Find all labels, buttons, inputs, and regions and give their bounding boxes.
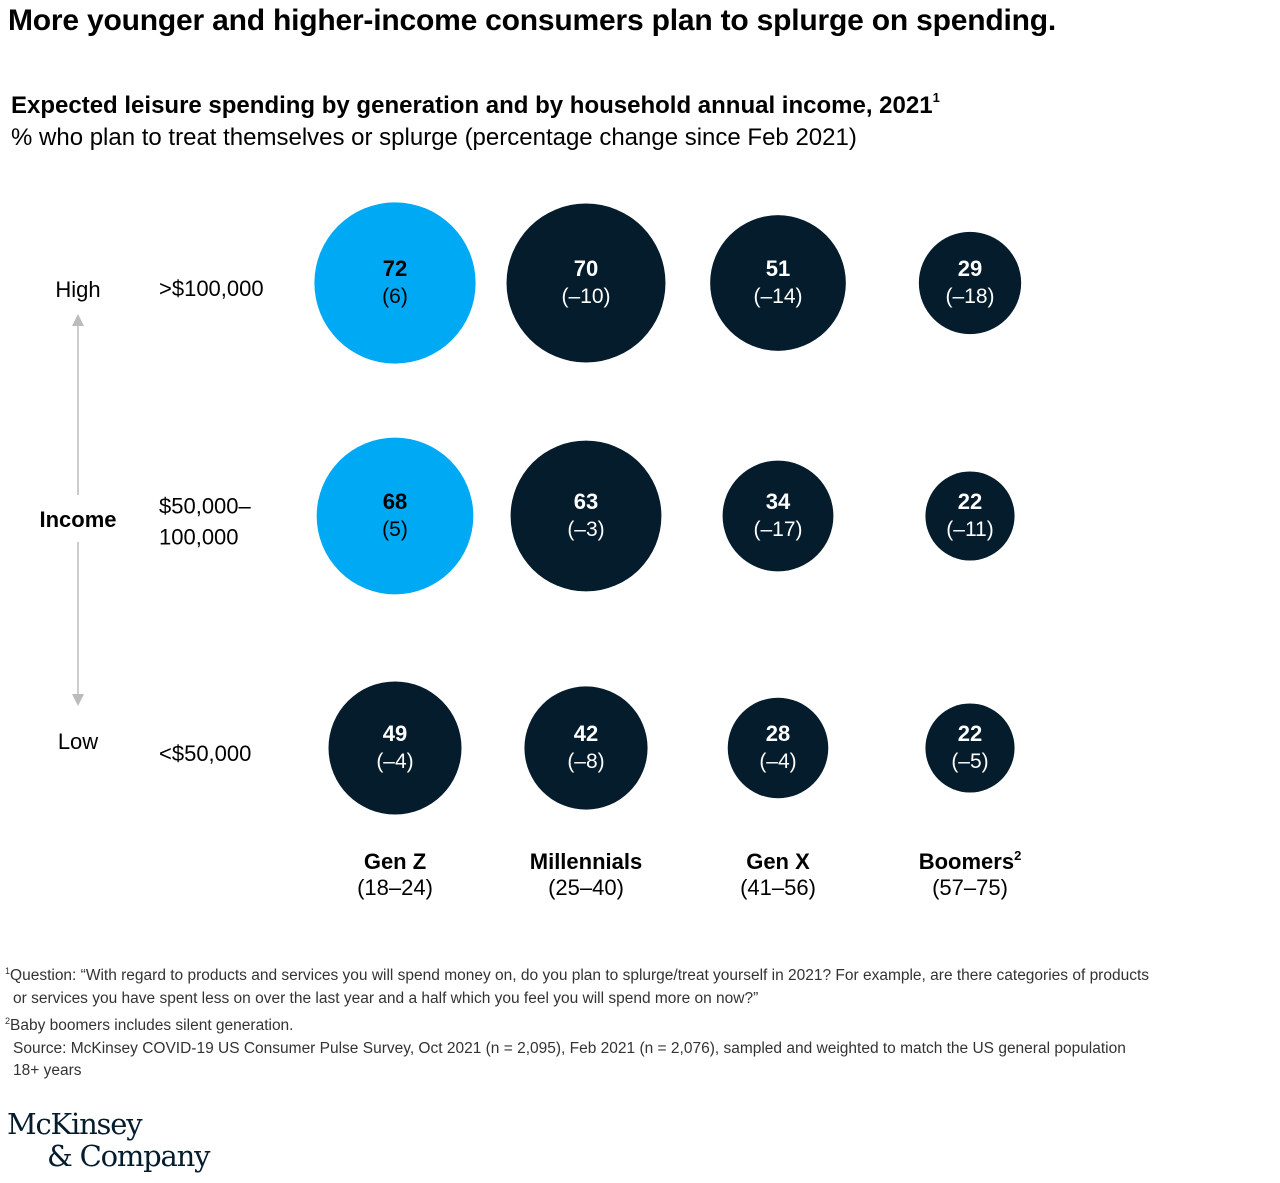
- chart-title-text: Expected leisure spending by generation …: [11, 92, 933, 119]
- row-label: >$100,000: [159, 276, 264, 301]
- bubble-change: (–10): [561, 285, 610, 308]
- column-name: Gen Z: [364, 849, 426, 874]
- column-name: Boomers2: [919, 848, 1022, 874]
- bubble-circle: [506, 203, 666, 363]
- bubble-circle: [314, 202, 476, 364]
- bubble: 22 (–11): [925, 471, 1015, 561]
- bubble-circle: [510, 440, 662, 592]
- bubble-value: 29: [958, 256, 982, 281]
- column-name-text: Millennials: [530, 849, 642, 874]
- bubble: 29 (–18): [918, 231, 1022, 335]
- column-age-range: (57–75): [932, 875, 1008, 900]
- column-age-range: (18–24): [357, 875, 433, 900]
- bubble-value: 34: [766, 489, 791, 514]
- bubble: 63 (–3): [510, 440, 662, 592]
- bubble-value: 28: [766, 721, 790, 746]
- source-note-continued: 18+ years: [13, 1062, 82, 1080]
- bubble-change: (–8): [567, 750, 604, 773]
- bubble-value: 49: [383, 721, 407, 746]
- footnote-2: 2Baby boomers includes silent generation…: [5, 1010, 1275, 1038]
- y-axis-top-label: High: [55, 277, 100, 302]
- row-label: $50,000–: [159, 494, 252, 519]
- logo-line-1: McKinsey: [7, 1107, 143, 1141]
- bubble-circle: [524, 686, 648, 810]
- column-labels: Gen Z(18–24) Millennials(25–40) Gen X(41–5…: [357, 848, 1021, 900]
- footnotes: 1Question: “With regard to products and …: [5, 960, 1275, 1083]
- y-axis-bottom-label: Low: [58, 729, 98, 754]
- row-label: 100,000: [159, 525, 239, 550]
- bubble-change: (6): [382, 285, 408, 308]
- bubble-value: 70: [574, 256, 598, 281]
- bubble-chart: High Income Low >$100,000 $50,000– 100,000…: [39, 202, 1022, 900]
- column-label: Boomers2(57–75): [919, 848, 1022, 900]
- bubble-circle: [328, 681, 462, 815]
- row-labels: >$100,000 $50,000– 100,000 <$50,000: [159, 276, 264, 766]
- bubble: 68(5): [316, 437, 474, 595]
- bubble: 70 (–10): [506, 203, 666, 363]
- footnote-1: 1Question: “With regard to products and …: [5, 960, 1275, 988]
- logo-line-2: & Company: [47, 1139, 210, 1173]
- bubble-change: (–17): [753, 518, 802, 541]
- bubble-change: (–14): [753, 285, 802, 308]
- bubble: 72(6): [314, 202, 476, 364]
- column-label: Millennials(25–40): [530, 849, 642, 900]
- bubble-value: 72: [383, 256, 407, 281]
- y-axis-label: Income: [39, 507, 116, 532]
- column-label: Gen Z(18–24): [357, 849, 433, 900]
- bubble-change: (–3): [567, 518, 604, 541]
- bubble: 42 (–8): [524, 686, 648, 810]
- column-label: Gen X(41–56): [740, 849, 816, 900]
- bubble: 49 (–4): [328, 681, 462, 815]
- chart-subtitle: % who plan to treat themselves or splurg…: [11, 124, 857, 151]
- bubble-change: (5): [382, 518, 408, 541]
- column-name: Millennials: [530, 849, 642, 874]
- bubble-circle: [925, 703, 1015, 793]
- column-name-text: Boomers: [919, 849, 1014, 874]
- row-label: <$50,000: [159, 741, 251, 766]
- bubble-circle: [316, 437, 474, 595]
- column-footnote-marker: 2: [1014, 848, 1021, 863]
- column-name: Gen X: [746, 849, 810, 874]
- bubble-circle: [727, 697, 829, 799]
- bubble: 28 (–4): [727, 697, 829, 799]
- bubble-value: 63: [574, 489, 598, 514]
- bubble-change: (–5): [951, 750, 988, 773]
- bubble: 22 (–5): [925, 703, 1015, 793]
- bubble-circle: [710, 215, 846, 351]
- footnote-1-marker: 1: [5, 966, 11, 976]
- chart-title-footnote-marker: 1: [932, 90, 940, 105]
- bubble: 34 (–17): [722, 460, 834, 572]
- mckinsey-logo: McKinsey & Company: [7, 1107, 210, 1173]
- bubble-change: (–4): [376, 750, 413, 773]
- footnote-2-marker: 2: [5, 1016, 11, 1027]
- bubble-value: 68: [383, 489, 407, 514]
- column-name-text: Gen X: [746, 849, 810, 874]
- bubble-change: (–4): [759, 750, 796, 773]
- footnote-2-text: Baby boomers includes silent generation.: [10, 1017, 294, 1035]
- bubble-change: (–11): [946, 518, 993, 541]
- bubble-value: 42: [574, 721, 598, 746]
- bubble-circle: [722, 460, 834, 572]
- column-age-range: (41–56): [740, 875, 816, 900]
- bubbles: 72(6)70(–10)51(–14)29(–18)68(5)63(–3)34(…: [314, 202, 1022, 815]
- bubble-circle: [918, 231, 1022, 335]
- source-note: Source: McKinsey COVID-19 US Consumer Pu…: [13, 1039, 1126, 1057]
- footnote-1-continued: or services you have spent less on over …: [13, 989, 759, 1007]
- column-age-range: (25–40): [548, 875, 624, 900]
- bubble-value: 51: [766, 256, 790, 281]
- headline: More younger and higher-income consumers…: [8, 4, 1056, 37]
- column-name-text: Gen Z: [364, 849, 426, 874]
- bubble-circle: [925, 471, 1015, 561]
- bubble: 51 (–14): [710, 215, 846, 351]
- bubble-change: (–18): [945, 285, 994, 308]
- bubble-value: 22: [958, 721, 982, 746]
- footnote-1-text: Question: “With regard to products and s…: [10, 967, 1150, 985]
- chart-title: Expected leisure spending by generation …: [11, 90, 940, 120]
- bubble-value: 22: [958, 489, 982, 514]
